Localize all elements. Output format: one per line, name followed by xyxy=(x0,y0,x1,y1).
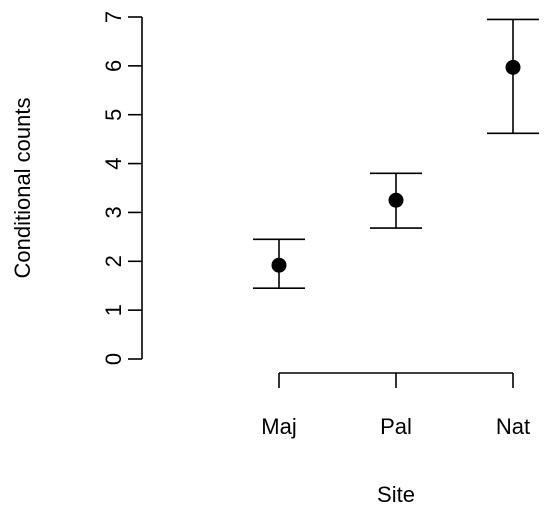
data-point xyxy=(505,59,521,75)
plot-area xyxy=(253,18,539,289)
y-tick-label: 6 xyxy=(101,60,126,72)
y-tick-label: 5 xyxy=(101,109,126,121)
y-axis-title: Conditional counts xyxy=(10,97,35,278)
x-tick-label: Maj xyxy=(261,414,296,439)
y-tick-label: 1 xyxy=(101,304,126,316)
y-tick-label: 7 xyxy=(101,11,126,23)
y-tick-label: 4 xyxy=(101,157,126,169)
x-axis-title: Site xyxy=(377,482,415,507)
data-point xyxy=(271,257,287,273)
y-axis: 0 1 2 3 4 5 6 7 xyxy=(101,11,143,365)
x-axis: Maj Pal Nat xyxy=(261,372,530,439)
x-tick-label: Nat xyxy=(496,414,530,439)
y-tick-label: 2 xyxy=(101,255,126,267)
x-tick-label: Pal xyxy=(380,414,412,439)
data-point xyxy=(388,192,404,208)
y-tick-label: 3 xyxy=(101,206,126,218)
y-tick-label: 0 xyxy=(101,353,126,365)
error-bar-group xyxy=(487,18,539,135)
